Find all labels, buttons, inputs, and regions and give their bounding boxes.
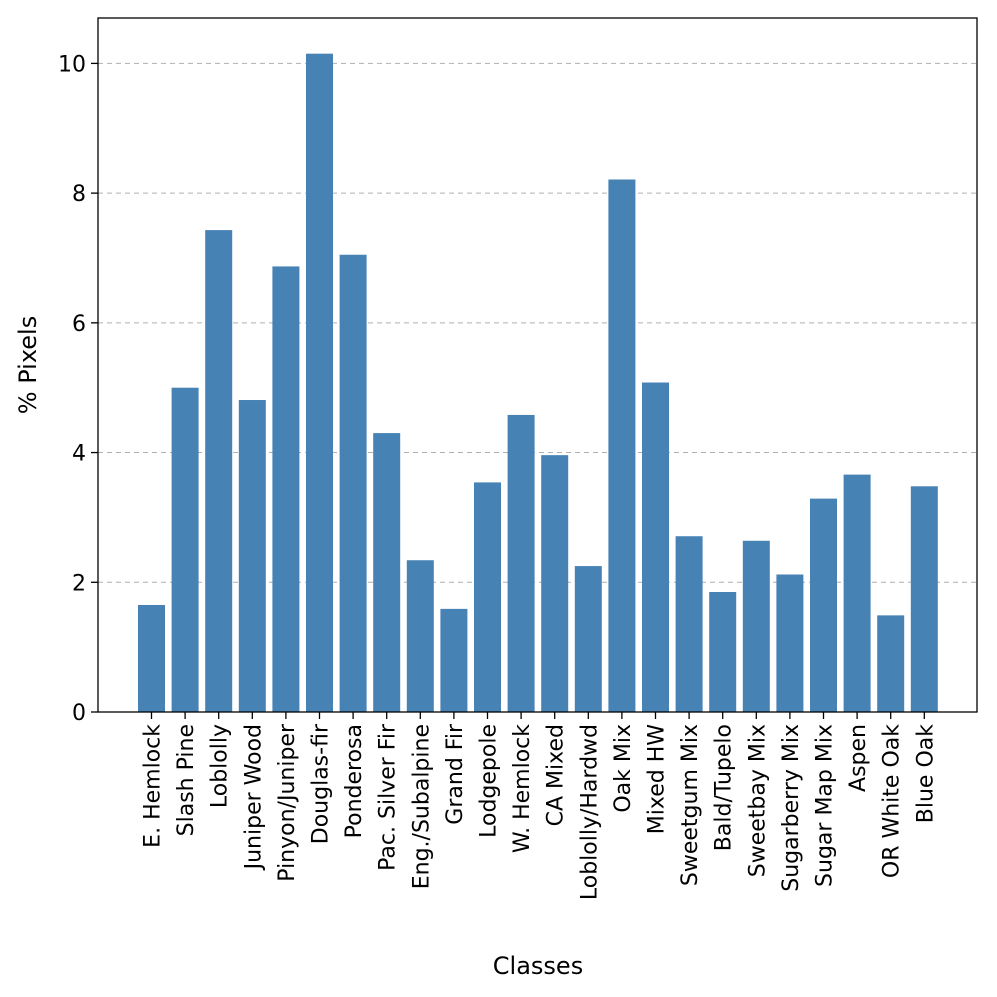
bar (541, 455, 569, 712)
x-tick-label: CA Mixed (544, 724, 569, 826)
y-axis-title: % Pixels (14, 316, 42, 414)
bar (474, 482, 501, 712)
x-axis-ticks: E. Hemlock Slash Pine Loblolly Juniper Wood… (141, 712, 938, 900)
x-tick-label: Bald/Tupelo (712, 724, 737, 851)
x-tick-label: Sweetbay Mix (745, 724, 770, 877)
x-tick-label: Aspen (846, 724, 871, 792)
bar (507, 414, 535, 712)
x-tick-label: Grand Fir (443, 723, 468, 825)
x-tick-label: Lodgepole (477, 724, 502, 838)
bar (742, 540, 770, 712)
bar (238, 400, 266, 712)
bar (440, 608, 468, 712)
bar (843, 474, 871, 712)
x-tick-label: Ponderosa (342, 724, 367, 838)
x-tick-label: OR White Oak (880, 724, 905, 878)
y-tick-label: 4 (72, 442, 86, 467)
bar (574, 566, 602, 712)
x-tick-label: Sugar Map Mix (813, 724, 838, 887)
x-tick-label: Mixed HW (645, 724, 670, 834)
bar (171, 387, 199, 712)
x-tick-label: Sweetgum Mix (678, 724, 703, 886)
bar (306, 53, 333, 712)
bar (810, 498, 837, 712)
x-tick-label: E. Hemlock (141, 724, 166, 848)
y-tick-label: 8 (72, 182, 86, 207)
x-tick-label: W. Hemlock (510, 724, 535, 853)
bar (138, 604, 165, 712)
bar (205, 230, 233, 712)
bar (910, 486, 938, 712)
y-axis-ticks: 0 2 4 6 8 10 (58, 52, 98, 726)
bar (406, 560, 434, 712)
x-tick-label: Juniper Wood (241, 724, 266, 871)
x-tick-label: Oak Mix (611, 724, 636, 813)
y-tick-label: 6 (72, 312, 86, 337)
bars (138, 53, 938, 713)
x-tick-label: Slash Pine (174, 724, 199, 836)
y-tick-label: 10 (58, 52, 86, 77)
bar (608, 179, 636, 713)
x-tick-label: Eng./Subalpine (409, 724, 434, 889)
x-tick-label: Loblolly/Hardwd (577, 724, 602, 900)
bar (272, 266, 300, 712)
x-tick-label: Sugarberry Mix (779, 724, 804, 892)
x-tick-label: Loblolly (208, 724, 233, 808)
bar (339, 254, 367, 712)
x-axis-title: Classes (493, 952, 583, 980)
plot-frame (97, 17, 978, 713)
bar (877, 615, 905, 712)
y-tick-label: 2 (72, 571, 86, 596)
x-tick-label: Pinyon/Juniper (275, 723, 300, 882)
x-tick-label: Douglas-fir (309, 723, 334, 844)
bar (776, 574, 804, 712)
bar (709, 592, 737, 712)
bar (373, 433, 401, 712)
y-tick-label: 0 (72, 701, 86, 726)
bar (675, 536, 703, 712)
x-tick-label: Pac. Silver Fir (376, 723, 401, 871)
bar (642, 382, 669, 712)
x-tick-label: Blue Oak (913, 724, 938, 823)
